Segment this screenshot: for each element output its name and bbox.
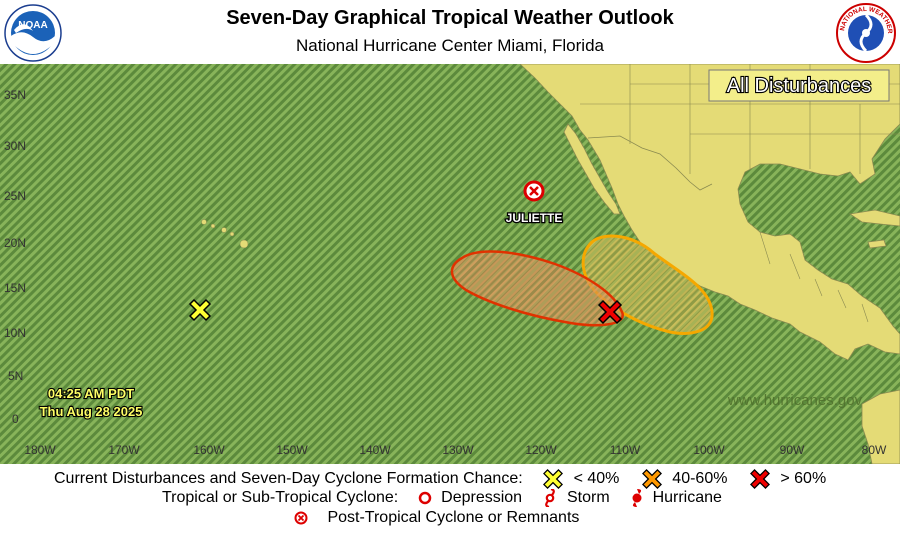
header: NOAA Seven-Day Graphical Tropical Weathe… <box>0 0 900 64</box>
post-tropical-icon <box>294 511 308 525</box>
post-tropical-remnant-marker[interactable] <box>523 180 545 202</box>
outlook-map: 35N 30N 25N 20N 15N 10N 5N 0 180W 170W 1… <box>0 64 900 464</box>
legend-low-chance-icon <box>543 469 564 489</box>
website-watermark: www.hurricanes.gov <box>727 392 863 409</box>
view-label-box <box>708 69 890 102</box>
lon-label: 170W <box>108 443 140 457</box>
lat-label: 10N <box>4 326 26 340</box>
lat-label: 25N <box>4 189 26 203</box>
legend-medium-chance-label: 40-60% <box>672 470 728 487</box>
disturbance-low-chance-marker[interactable] <box>188 298 212 322</box>
noaa-logo: NOAA <box>4 4 62 62</box>
lon-label: 160W <box>193 443 225 457</box>
lat-label: 35N <box>4 88 26 102</box>
lon-label: 150W <box>276 443 308 457</box>
lat-label: 20N <box>4 236 26 250</box>
land-north-america <box>519 64 900 361</box>
legend-high-chance-label: > 60% <box>780 470 827 487</box>
legend-row-cyclone-type: Tropical or Sub-Tropical Cyclone: Depres… <box>162 489 722 507</box>
legend-cyclone-label: Tropical or Sub-Tropical Cyclone: <box>162 489 399 506</box>
lon-label: 100W <box>693 443 725 457</box>
lon-label: 80W <box>862 443 887 457</box>
legend-high-chance-icon <box>749 469 770 489</box>
hurricane-icon <box>632 489 642 507</box>
land-jamaica <box>867 239 887 249</box>
lat-label: 5N <box>8 369 23 383</box>
storm-icon <box>544 489 555 507</box>
lon-label: 120W <box>525 443 557 457</box>
latitude-labels: 35N 30N 25N 20N 15N 10N 5N 0 <box>4 88 26 426</box>
lon-label: 110W <box>610 443 641 457</box>
legend-row-formation-chance: Current Disturbances and Seven-Day Cyclo… <box>54 469 826 489</box>
lon-label: 140W <box>359 443 391 457</box>
legend-low-chance-label: < 40% <box>573 470 620 487</box>
legend-formation-label: Current Disturbances and Seven-Day Cyclo… <box>54 470 523 487</box>
legend-row-post-tropical: Post-Tropical Cyclone or Remnants <box>293 509 579 527</box>
legend-post-tropical-label: Post-Tropical Cyclone or Remnants <box>327 509 580 526</box>
lat-label: 0 <box>12 412 19 426</box>
formation-area-high <box>450 250 624 327</box>
central-america-borders <box>759 231 869 323</box>
lon-label: 90W <box>780 443 805 457</box>
svg-text:NOAA: NOAA <box>18 20 47 31</box>
storm-name-label: JULIETTE <box>506 211 563 225</box>
hawaiian-islands <box>201 219 249 249</box>
land-south-america <box>861 389 900 464</box>
lon-label: 180W <box>24 443 56 457</box>
depression-icon <box>418 491 431 505</box>
legend: Current Disturbances and Seven-Day Cyclo… <box>0 464 900 533</box>
lat-label: 30N <box>4 139 26 153</box>
land-cuba <box>848 209 900 227</box>
legend-medium-chance-icon <box>641 469 662 489</box>
legend-depression-label: Depression <box>441 489 523 506</box>
page-title: Seven-Day Graphical Tropical Weather Out… <box>226 7 674 29</box>
disturbance-high-chance-marker[interactable] <box>597 299 623 325</box>
view-label: All Disturbances <box>727 75 872 97</box>
nws-logo: NATIONAL WEATHER SERVICE <box>836 3 896 63</box>
lon-label: 130W <box>442 443 474 457</box>
land-baja-california <box>563 123 621 215</box>
legend-storm-label: Storm <box>566 489 610 506</box>
longitude-labels: 180W 170W 160W 150W 140W 130W 120W 110W … <box>24 443 887 457</box>
timestamp-time: 04:25 AM PDT <box>48 386 134 401</box>
timestamp-date: Thu Aug 28 2025 <box>40 404 143 419</box>
legend-hurricane-label: Hurricane <box>652 489 722 506</box>
page-subtitle: National Hurricane Center Miami, Florida <box>295 36 604 55</box>
border-us-mexico <box>587 135 713 191</box>
lat-label: 15N <box>4 281 26 295</box>
